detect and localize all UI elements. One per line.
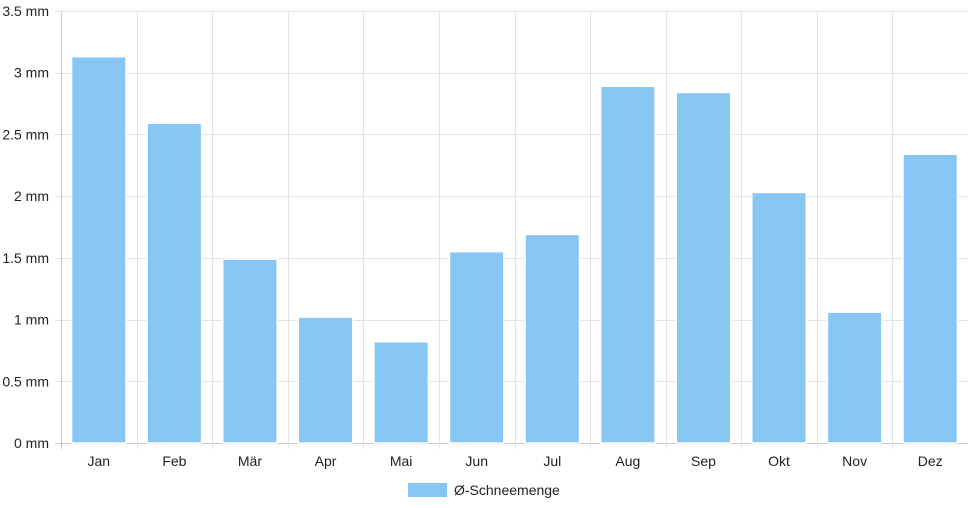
bar-jan[interactable] — [70, 55, 127, 444]
x-tick-label: Dez — [918, 453, 943, 469]
bar-feb[interactable] — [146, 122, 203, 444]
x-tick-label: Aug — [615, 453, 640, 469]
bar-aug[interactable] — [599, 85, 656, 444]
x-tick-label: Feb — [162, 453, 186, 469]
y-tick-label: 2 mm — [14, 188, 49, 204]
x-axis-tick-labels: Jan Feb Mär Apr Mai Jun Jul Aug Sep Okt Nov Dez — [88, 453, 943, 469]
bar-mär[interactable] — [221, 258, 278, 444]
bar-okt[interactable] — [751, 191, 808, 444]
legend[interactable]: Ø-Schneemenge — [408, 482, 560, 498]
y-tick-label: 0.5 mm — [2, 373, 49, 389]
bar-sep[interactable] — [675, 91, 732, 444]
legend-swatch[interactable] — [408, 483, 447, 497]
y-tick-label: 3.5 mm — [2, 3, 49, 19]
x-tick-label: Mär — [238, 453, 262, 469]
legend-label[interactable]: Ø-Schneemenge — [454, 482, 560, 498]
y-tick-label: 1.5 mm — [2, 250, 49, 266]
x-tick-label: Apr — [315, 453, 337, 469]
y-tick-label: 1 mm — [14, 312, 49, 328]
y-axis-tick-labels: 0 mm 0.5 mm 1 mm 1.5 mm 2 mm 2.5 mm 3 mm 3.5 mm — [2, 3, 49, 451]
bar-dez[interactable] — [902, 153, 959, 444]
bar-series — [70, 55, 959, 444]
bar-nov[interactable] — [826, 311, 883, 444]
bar-jul[interactable] — [524, 233, 581, 444]
x-tick-label: Nov — [842, 453, 867, 469]
x-tick-label: Jun — [465, 453, 488, 469]
y-tick-label: 0 mm — [14, 435, 49, 451]
y-tick-label: 2.5 mm — [2, 126, 49, 142]
bar-mai[interactable] — [373, 341, 430, 444]
y-tick-label: 3 mm — [14, 65, 49, 81]
x-tick-label: Jan — [88, 453, 111, 469]
bar-apr[interactable] — [297, 316, 354, 444]
x-tick-label: Sep — [691, 453, 716, 469]
x-tick-label: Jul — [543, 453, 561, 469]
bar-jun[interactable] — [448, 250, 505, 444]
grid-lines — [55, 11, 968, 449]
x-tick-label: Okt — [768, 453, 790, 469]
x-tick-label: Mai — [390, 453, 413, 469]
